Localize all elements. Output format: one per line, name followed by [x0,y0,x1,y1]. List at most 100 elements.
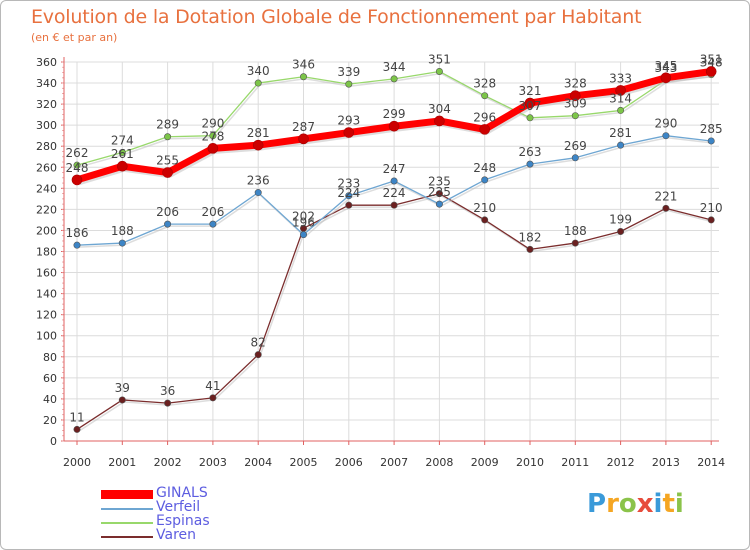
data-label: 224 [383,186,406,200]
data-label: 289 [156,118,179,132]
y-tick-label: 160 [36,267,57,280]
chart-title: Evolution de la Dotation Globale de Fonc… [31,6,642,28]
data-point [345,201,353,209]
x-tick-label: 2006 [335,456,363,469]
data-point [526,245,534,253]
data-label: 343 [654,61,677,75]
legend-item: GINALS [101,485,301,502]
data-point [345,192,353,200]
legend-label: GINALS [156,485,208,501]
data-point [73,425,81,433]
x-tick-label: 2013 [652,456,680,469]
data-point [660,72,672,84]
data-label: 221 [654,189,677,203]
data-point [707,137,715,145]
data-label: 248 [66,161,89,175]
logo-letter: x [636,489,654,519]
data-point [435,200,443,208]
data-point [254,79,262,87]
y-tick-label: 120 [36,309,57,322]
data-label: 202 [292,209,315,223]
x-tick-label: 2000 [63,456,91,469]
data-point [164,133,172,141]
y-tick-label: 60 [43,372,57,385]
data-point [571,239,579,247]
data-point [207,143,219,154]
y-tick-label: 260 [36,161,57,174]
y-tick-label: 320 [36,98,57,111]
data-label: 269 [564,139,587,153]
data-point [569,90,581,101]
x-tick-label: 2011 [561,456,589,469]
data-point [526,160,534,168]
data-label: 210 [473,201,496,215]
data-label: 296 [473,110,496,124]
data-point [481,176,489,184]
x-tick-label: 2014 [697,456,725,469]
y-tick-label: 180 [36,246,57,259]
data-label: 39 [115,381,130,395]
data-point [481,216,489,224]
legend-swatch [101,508,153,510]
legend-swatch [101,490,153,499]
legend-swatch [101,522,153,524]
data-point [434,115,445,127]
data-point [345,80,353,88]
data-label: 290 [201,117,224,131]
logo-letter: o [618,489,637,519]
logo-letter: i [674,489,684,519]
legend-label: Espinas [156,513,210,529]
data-label: 285 [700,122,723,136]
y-tick-label: 140 [36,288,57,301]
x-tick-label: 2008 [425,456,453,469]
data-point [162,167,173,178]
y-tick-label: 40 [43,393,57,406]
proxiti-logo: Proxiti [587,489,684,519]
y-tick-label: 20 [43,414,57,427]
data-label: 36 [160,384,175,398]
data-label: 307 [519,99,542,113]
data-label: 235 [428,175,451,189]
data-point [164,399,172,407]
y-tick-label: 100 [36,330,57,343]
data-point [526,114,534,122]
x-tick-label: 2010 [516,456,544,469]
legend-item: Espinas [101,513,301,530]
legend-item: Verfeil [101,499,301,516]
data-point [481,92,489,100]
data-point [662,204,670,212]
data-point [118,239,126,247]
data-point [435,190,443,198]
y-tick-label: 220 [36,203,57,216]
data-label: 287 [292,120,315,134]
data-label: 274 [111,134,134,148]
data-label: 351 [428,52,451,66]
data-label: 309 [564,97,587,111]
data-label: 293 [337,114,360,128]
data-point [705,66,717,77]
data-label: 346 [292,58,315,72]
data-point [390,75,398,83]
data-point [524,97,536,109]
data-point [73,161,81,169]
data-label: 351 [700,52,723,66]
data-point [209,220,217,228]
x-tick-label: 2003 [199,456,227,469]
legend-item: Varen [101,527,301,544]
x-tick-label: 2007 [380,456,408,469]
logo-letter: r [606,489,619,519]
data-point [252,139,264,151]
data-point [209,394,217,402]
data-label: 82 [251,336,266,350]
chart-subtitle: (en € et par an) [31,31,118,44]
data-label: 206 [201,205,224,219]
data-label: 328 [564,77,587,91]
data-label: 233 [337,177,360,191]
logo-letter: i [653,489,663,519]
data-label: 224 [337,186,360,200]
data-point [209,132,217,140]
data-label: 321 [519,84,542,98]
y-tick-label: 240 [36,182,57,195]
